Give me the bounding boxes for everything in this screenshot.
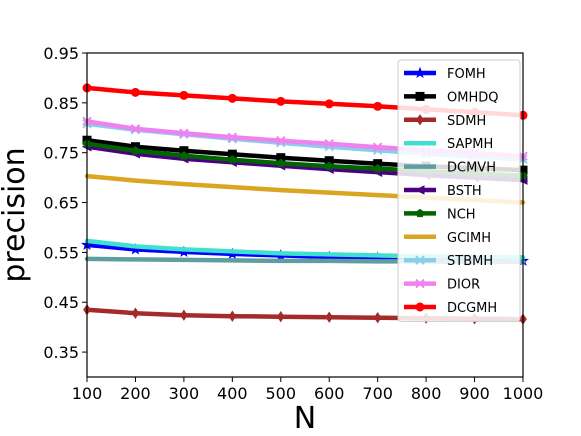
- legend-label: OMHDQ: [447, 90, 498, 105]
- data-point: [373, 163, 383, 173]
- legend-label: GCIMH: [447, 231, 491, 246]
- data-point: [131, 307, 140, 319]
- legend-label: DCMVH: [447, 161, 496, 176]
- data-point: [276, 136, 286, 146]
- legend-item-gcimh: GCIMH: [404, 231, 491, 246]
- legend-label: BSTH: [447, 184, 482, 199]
- data-point: [415, 208, 425, 218]
- x-tick-label: 700: [362, 384, 393, 403]
- data-point: [373, 311, 382, 324]
- legend-item-dcgmh: DCGMH: [404, 301, 497, 316]
- data-point: [131, 146, 140, 155]
- data-point: [276, 96, 286, 106]
- legend-label: DIOR: [447, 278, 480, 293]
- data-point: [416, 114, 424, 126]
- legend-label: DCGMH: [447, 301, 497, 316]
- data-point: [179, 151, 189, 160]
- data-point: [324, 99, 334, 109]
- y-tick-label: 0.75: [43, 144, 79, 163]
- y-tick-label: 0.35: [43, 343, 79, 362]
- legend-item-dcmvh: DCMVH: [404, 161, 496, 176]
- x-tick-label: 100: [72, 384, 103, 403]
- legend-item-fomh: FOMH: [404, 66, 486, 82]
- x-tick-label: 600: [314, 384, 345, 403]
- legend-label: STBMH: [447, 254, 493, 269]
- y-tick-label: 0.85: [43, 94, 79, 113]
- legend-item-bsth: BSTH: [404, 184, 482, 199]
- data-point: [413, 66, 427, 79]
- data-point: [324, 161, 334, 170]
- x-tick-label: 400: [217, 384, 248, 403]
- legend-label: NCH: [447, 207, 476, 222]
- x-tick-label: 500: [266, 384, 297, 403]
- data-point: [227, 93, 237, 103]
- x-tick-label: 1000: [503, 384, 544, 403]
- x-tick-label: 900: [459, 384, 490, 403]
- legend-item-sapmh: SAPMH: [404, 137, 493, 152]
- data-point: [179, 90, 189, 100]
- y-axis: 0.95 0.85 0.75 0.65 0.55 0.45 0.35: [43, 44, 87, 362]
- legend-label: FOMH: [447, 67, 486, 82]
- legend-item-sdmh: SDMH: [404, 114, 486, 129]
- data-point: [325, 311, 334, 323]
- data-point: [180, 309, 188, 321]
- y-tick-label: 0.65: [43, 194, 79, 213]
- plot-frame: [86, 52, 524, 378]
- data-point: [373, 101, 383, 111]
- data-point: [415, 255, 425, 265]
- data-point: [227, 155, 237, 164]
- legend-box: [397, 59, 521, 322]
- data-point: [414, 185, 425, 195]
- legend-label: SDMH: [447, 114, 486, 129]
- x-tick-label: 300: [169, 384, 200, 403]
- data-point: [415, 302, 425, 312]
- x-tick-label: 800: [411, 384, 442, 403]
- data-point: [179, 128, 189, 138]
- data-point: [372, 142, 383, 152]
- legend-label: SAPMH: [447, 137, 493, 152]
- data-point: [324, 139, 334, 149]
- data-point: [228, 310, 237, 322]
- x-tick-label: 200: [120, 384, 151, 403]
- y-axis-label: precision: [0, 147, 32, 282]
- y-tick-label: 0.45: [43, 293, 79, 312]
- y-tick-label: 0.95: [43, 44, 79, 63]
- x-axis-label: N: [294, 401, 316, 436]
- legend-item-stbmh: STBMH: [404, 254, 493, 269]
- legend-item-nch: NCH: [404, 207, 476, 222]
- data-point: [227, 132, 238, 142]
- legend: FOMH OMHDQ SDMH SAPMH DCMVH BSTH NCH GCIMH STBMH…: [397, 59, 521, 322]
- legend-item-omhdq: OMHDQ: [404, 90, 498, 105]
- data-point: [415, 278, 425, 289]
- y-tick-label: 0.55: [43, 243, 79, 262]
- data-point: [130, 124, 141, 134]
- data-point: [276, 158, 286, 167]
- data-point: [415, 91, 425, 101]
- data-point: [276, 310, 285, 323]
- x-axis: 100 200 300 400 500 600 700 800 900 1000: [72, 377, 544, 403]
- legend-item-dior: DIOR: [404, 278, 480, 293]
- data-point: [130, 87, 140, 97]
